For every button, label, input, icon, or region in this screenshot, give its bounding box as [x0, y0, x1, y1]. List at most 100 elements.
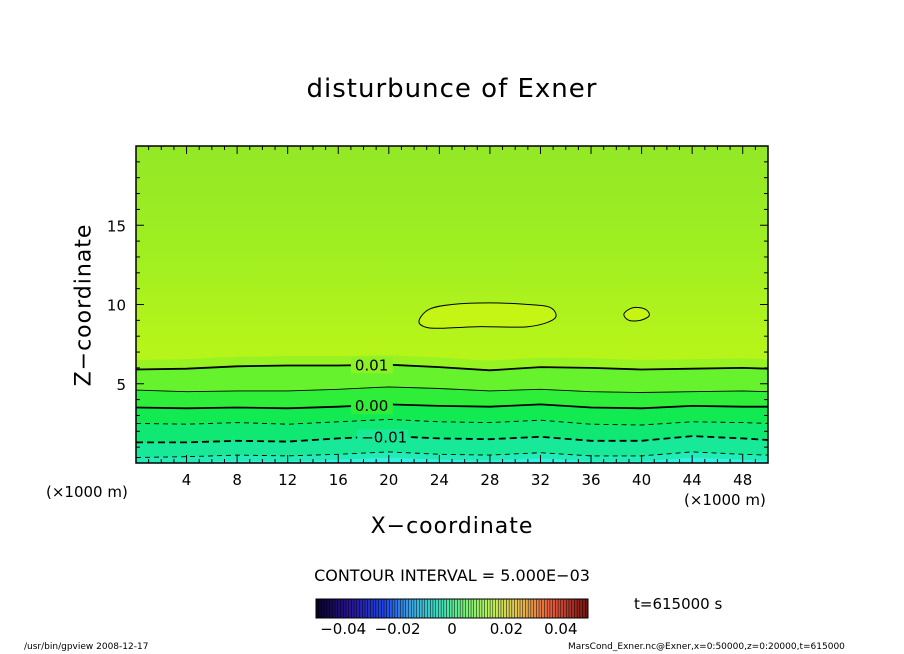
colorbar-cell	[367, 599, 371, 618]
colorbar: −0.04 −0.02 0 0.02 0.04	[315, 598, 589, 638]
colorbar-cell	[411, 599, 415, 618]
contour-band	[136, 451, 768, 463]
x-tick-label: 4	[182, 471, 192, 489]
colorbar-cell	[329, 599, 333, 618]
time-label: t=615000 s	[634, 595, 723, 613]
contour-label: −0.01	[361, 429, 407, 447]
colorbar-cell	[577, 599, 581, 618]
colorbar-cell	[454, 599, 458, 618]
plot-area	[136, 146, 768, 463]
colorbar-cell	[484, 599, 488, 618]
contour-label-bg	[350, 357, 393, 374]
contour-label-bg	[350, 398, 393, 415]
colorbar-cell	[318, 599, 322, 618]
colorbar-cell	[549, 599, 553, 618]
y-tick-label: 10	[107, 297, 126, 315]
colorbar-cell	[492, 599, 496, 618]
colorbar-cell	[468, 599, 472, 618]
colorbar-cell	[522, 599, 526, 618]
colorbar-cell	[403, 599, 407, 618]
colorbar-cell	[536, 599, 540, 618]
colorbar-cell	[441, 599, 445, 618]
colorbar-cell	[348, 599, 352, 618]
colorbar-frame	[315, 598, 589, 619]
colorbar-cell	[356, 599, 360, 618]
colorbar-cell	[427, 599, 431, 618]
colorbar-cell	[490, 599, 494, 618]
colorbar-cell	[552, 599, 556, 618]
colorbar-cell	[547, 599, 551, 618]
x-unit-right: (×1000 m)	[684, 491, 766, 509]
contour-line	[136, 363, 768, 372]
colorbar-cell	[413, 599, 417, 618]
colorbar-cell	[362, 599, 366, 618]
x-tick-label: 44	[683, 471, 702, 489]
contour-interval: CONTOUR INTERVAL = 5.000E−03	[314, 566, 590, 585]
contour-line	[136, 451, 768, 458]
colorbar-cell	[539, 599, 543, 618]
colorbar-cell	[373, 599, 377, 618]
x-tick-label: 12	[278, 471, 297, 489]
chart-title: disturbunce of Exner	[306, 74, 598, 104]
footer-right: MarsCond_Exner.nc@Exner,x=0:50000,z=0:20…	[568, 642, 845, 652]
colorbar-cell	[481, 599, 485, 618]
colorbar-cell	[332, 599, 336, 618]
colorbar-cell	[354, 599, 358, 618]
colorbar-cell	[566, 599, 570, 618]
colorbar-cell	[574, 599, 578, 618]
colorbar-cell	[324, 599, 328, 618]
colorbar-cell	[471, 599, 475, 618]
closed-contours	[418, 302, 650, 329]
colorbar-cell	[479, 599, 483, 618]
colorbar-tick-label: 0.04	[544, 620, 577, 638]
y-tick-label: 15	[107, 217, 126, 235]
colorbar-cell	[503, 599, 507, 618]
colorbar-cell	[514, 599, 518, 618]
colorbar-cell	[525, 599, 529, 618]
colorbar-cell	[432, 599, 436, 618]
colorbar-cell	[498, 599, 502, 618]
colorbar-cell	[375, 599, 379, 618]
x-tick-label: 48	[733, 471, 752, 489]
colorbar-cell	[568, 599, 572, 618]
x-tick-label: 40	[632, 471, 651, 489]
contour-fill-bands	[136, 355, 768, 463]
colorbar-cell	[416, 599, 420, 618]
colorbar-cell	[579, 599, 583, 618]
colorbar-cell	[400, 599, 404, 618]
colorbar-tick-label: −0.02	[375, 620, 421, 638]
colorbar-cell	[517, 599, 521, 618]
colorbar-cell	[473, 599, 477, 618]
colorbar-cell	[558, 599, 562, 618]
contour-lines	[136, 363, 768, 458]
colorbar-cell	[435, 599, 439, 618]
x-tick-label: 8	[232, 471, 242, 489]
colorbar-cell	[345, 599, 349, 618]
colorbar-cell	[438, 599, 442, 618]
x-tick-label: 28	[480, 471, 499, 489]
colorbar-cell	[544, 599, 548, 618]
colorbar-cell	[370, 599, 374, 618]
colorbar-cell	[449, 599, 453, 618]
contour-line	[136, 418, 768, 426]
colorbar-cell	[443, 599, 447, 618]
contour-band	[136, 355, 768, 371]
colorbar-cell	[364, 599, 368, 618]
colorbar-cell	[378, 599, 382, 618]
x-axis-label: X−coordinate	[370, 514, 534, 539]
colorbar-cell	[541, 599, 545, 618]
contour-line	[136, 386, 768, 393]
x-tick-label: 16	[329, 471, 348, 489]
colorbar-cell	[343, 599, 347, 618]
colorbar-cell	[405, 599, 409, 618]
footer-left: /usr/bin/gpview 2008-12-17	[24, 642, 149, 652]
closed-contour	[418, 302, 557, 329]
colorbar-cell	[585, 599, 589, 618]
colorbar-cell	[582, 599, 586, 618]
colorbar-cell	[500, 599, 504, 618]
x-tick-label: 32	[531, 471, 550, 489]
colorbar-cell	[335, 599, 339, 618]
colorbar-cell	[462, 599, 466, 618]
colorbar-cell	[394, 599, 398, 618]
